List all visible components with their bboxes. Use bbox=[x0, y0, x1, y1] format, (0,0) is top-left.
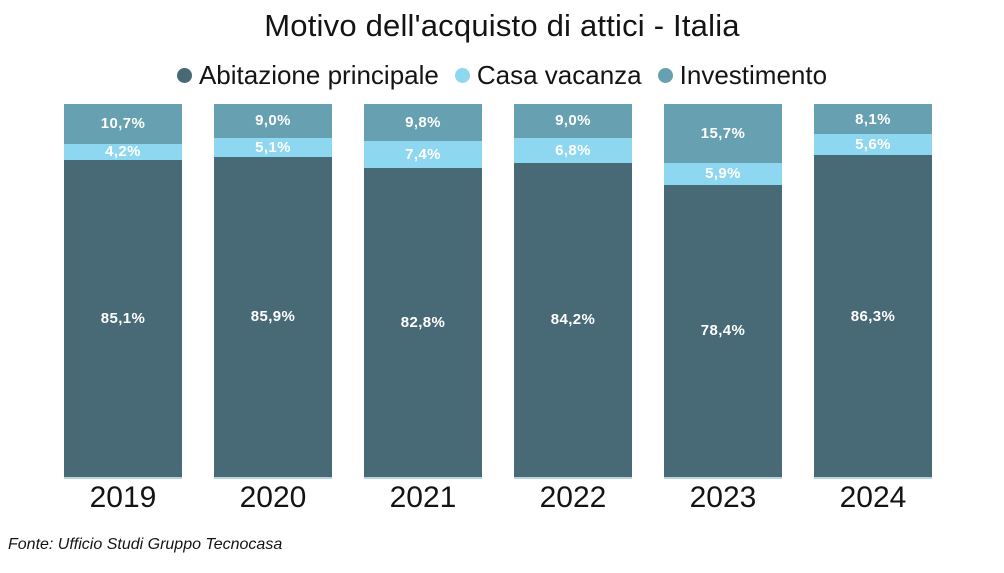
legend-label: Casa vacanza bbox=[476, 60, 642, 90]
x-axis-label-2022: 2022 bbox=[539, 481, 607, 514]
segment-value-label: 82,8% bbox=[400, 314, 446, 332]
bar-2020: 9,0% 5,1% 85,9% bbox=[214, 104, 332, 479]
legend-label: Abitazione principale bbox=[198, 60, 439, 90]
legend-dot-icon bbox=[657, 68, 673, 83]
segment-value-label: 85,9% bbox=[250, 308, 296, 326]
legend-item-abitazione-principale: Abitazione principale bbox=[176, 60, 439, 91]
segment-investimento: 9,0% bbox=[514, 104, 632, 138]
x-axis-label-2024: 2024 bbox=[839, 481, 907, 514]
x-axis-label-2020: 2020 bbox=[239, 481, 307, 514]
segment-value-label: 86,3% bbox=[850, 307, 896, 325]
x-axis: 2019 2020 2021 2022 2023 2024 bbox=[64, 481, 932, 515]
segment-investimento: 15,7% bbox=[664, 104, 782, 163]
segment-investimento: 8,1% bbox=[814, 104, 932, 135]
segment-casa-vacanza: 7,4% bbox=[364, 140, 482, 169]
segment-value-label: 10,7% bbox=[100, 115, 146, 133]
segment-value-label: 15,7% bbox=[700, 124, 746, 142]
segment-casa-vacanza: 6,8% bbox=[514, 137, 632, 163]
segment-value-label: 7,4% bbox=[405, 145, 441, 163]
segment-value-label: 9,0% bbox=[555, 112, 591, 130]
chart-title: Motivo dell'acquisto di attici - Italia bbox=[264, 8, 740, 43]
bar-2019: 10,7% 4,2% 85,1% bbox=[64, 104, 182, 479]
bar-2022: 9,0% 6,8% 84,2% bbox=[514, 104, 632, 479]
x-axis-label-2023: 2023 bbox=[689, 481, 757, 514]
segment-value-label: 6,8% bbox=[555, 141, 591, 159]
segment-value-label: 9,8% bbox=[405, 113, 441, 131]
legend-dot-icon bbox=[454, 68, 470, 83]
source-note: Fonte: Ufficio Studi Gruppo Tecnocasa bbox=[8, 536, 283, 553]
bar-2023: 15,7% 5,9% 78,4% bbox=[664, 104, 782, 479]
legend-dot-icon bbox=[176, 68, 192, 83]
segment-casa-vacanza: 5,9% bbox=[664, 162, 782, 185]
segment-abitazione-principale: 82,8% bbox=[364, 168, 482, 477]
segment-value-label: 4,2% bbox=[105, 143, 141, 161]
legend-item-investimento: Investimento bbox=[657, 60, 828, 91]
segment-abitazione-principale: 86,3% bbox=[814, 155, 932, 477]
segment-abitazione-principale: 84,2% bbox=[514, 162, 632, 477]
bar-2024: 8,1% 5,6% 86,3% bbox=[814, 104, 932, 479]
segment-value-label: 5,9% bbox=[705, 165, 741, 183]
segment-value-label: 9,0% bbox=[255, 112, 291, 130]
segment-abitazione-principale: 85,1% bbox=[64, 159, 182, 477]
legend-label: Investimento bbox=[679, 60, 828, 90]
segment-casa-vacanza: 5,1% bbox=[214, 137, 332, 157]
segment-abitazione-principale: 85,9% bbox=[214, 156, 332, 477]
segment-investimento: 9,8% bbox=[364, 104, 482, 141]
chart-legend: Abitazione principale Casa vacanza Investi… bbox=[0, 60, 1004, 91]
segment-casa-vacanza: 4,2% bbox=[64, 143, 182, 161]
bar-2021: 9,8% 7,4% 82,8% bbox=[364, 104, 482, 479]
segment-value-label: 8,1% bbox=[855, 110, 891, 128]
segment-value-label: 78,4% bbox=[700, 322, 746, 340]
segment-value-label: 85,1% bbox=[100, 309, 146, 327]
segment-value-label: 5,6% bbox=[855, 136, 891, 154]
segment-investimento: 9,0% bbox=[214, 104, 332, 138]
segment-investimento: 10,7% bbox=[64, 104, 182, 144]
x-axis-label-2021: 2021 bbox=[389, 481, 457, 514]
segment-value-label: 5,1% bbox=[255, 138, 291, 156]
x-axis-label-2019: 2019 bbox=[89, 481, 157, 514]
legend-item-casa-vacanza: Casa vacanza bbox=[454, 60, 642, 91]
plot-area: 10,7% 4,2% 85,1% 9,0% 5,1% 85,9% 9,8% 7,4% 82,8%… bbox=[64, 104, 932, 479]
segment-value-label: 84,2% bbox=[550, 311, 596, 329]
segment-casa-vacanza: 5,6% bbox=[814, 134, 932, 156]
segment-abitazione-principale: 78,4% bbox=[664, 184, 782, 477]
